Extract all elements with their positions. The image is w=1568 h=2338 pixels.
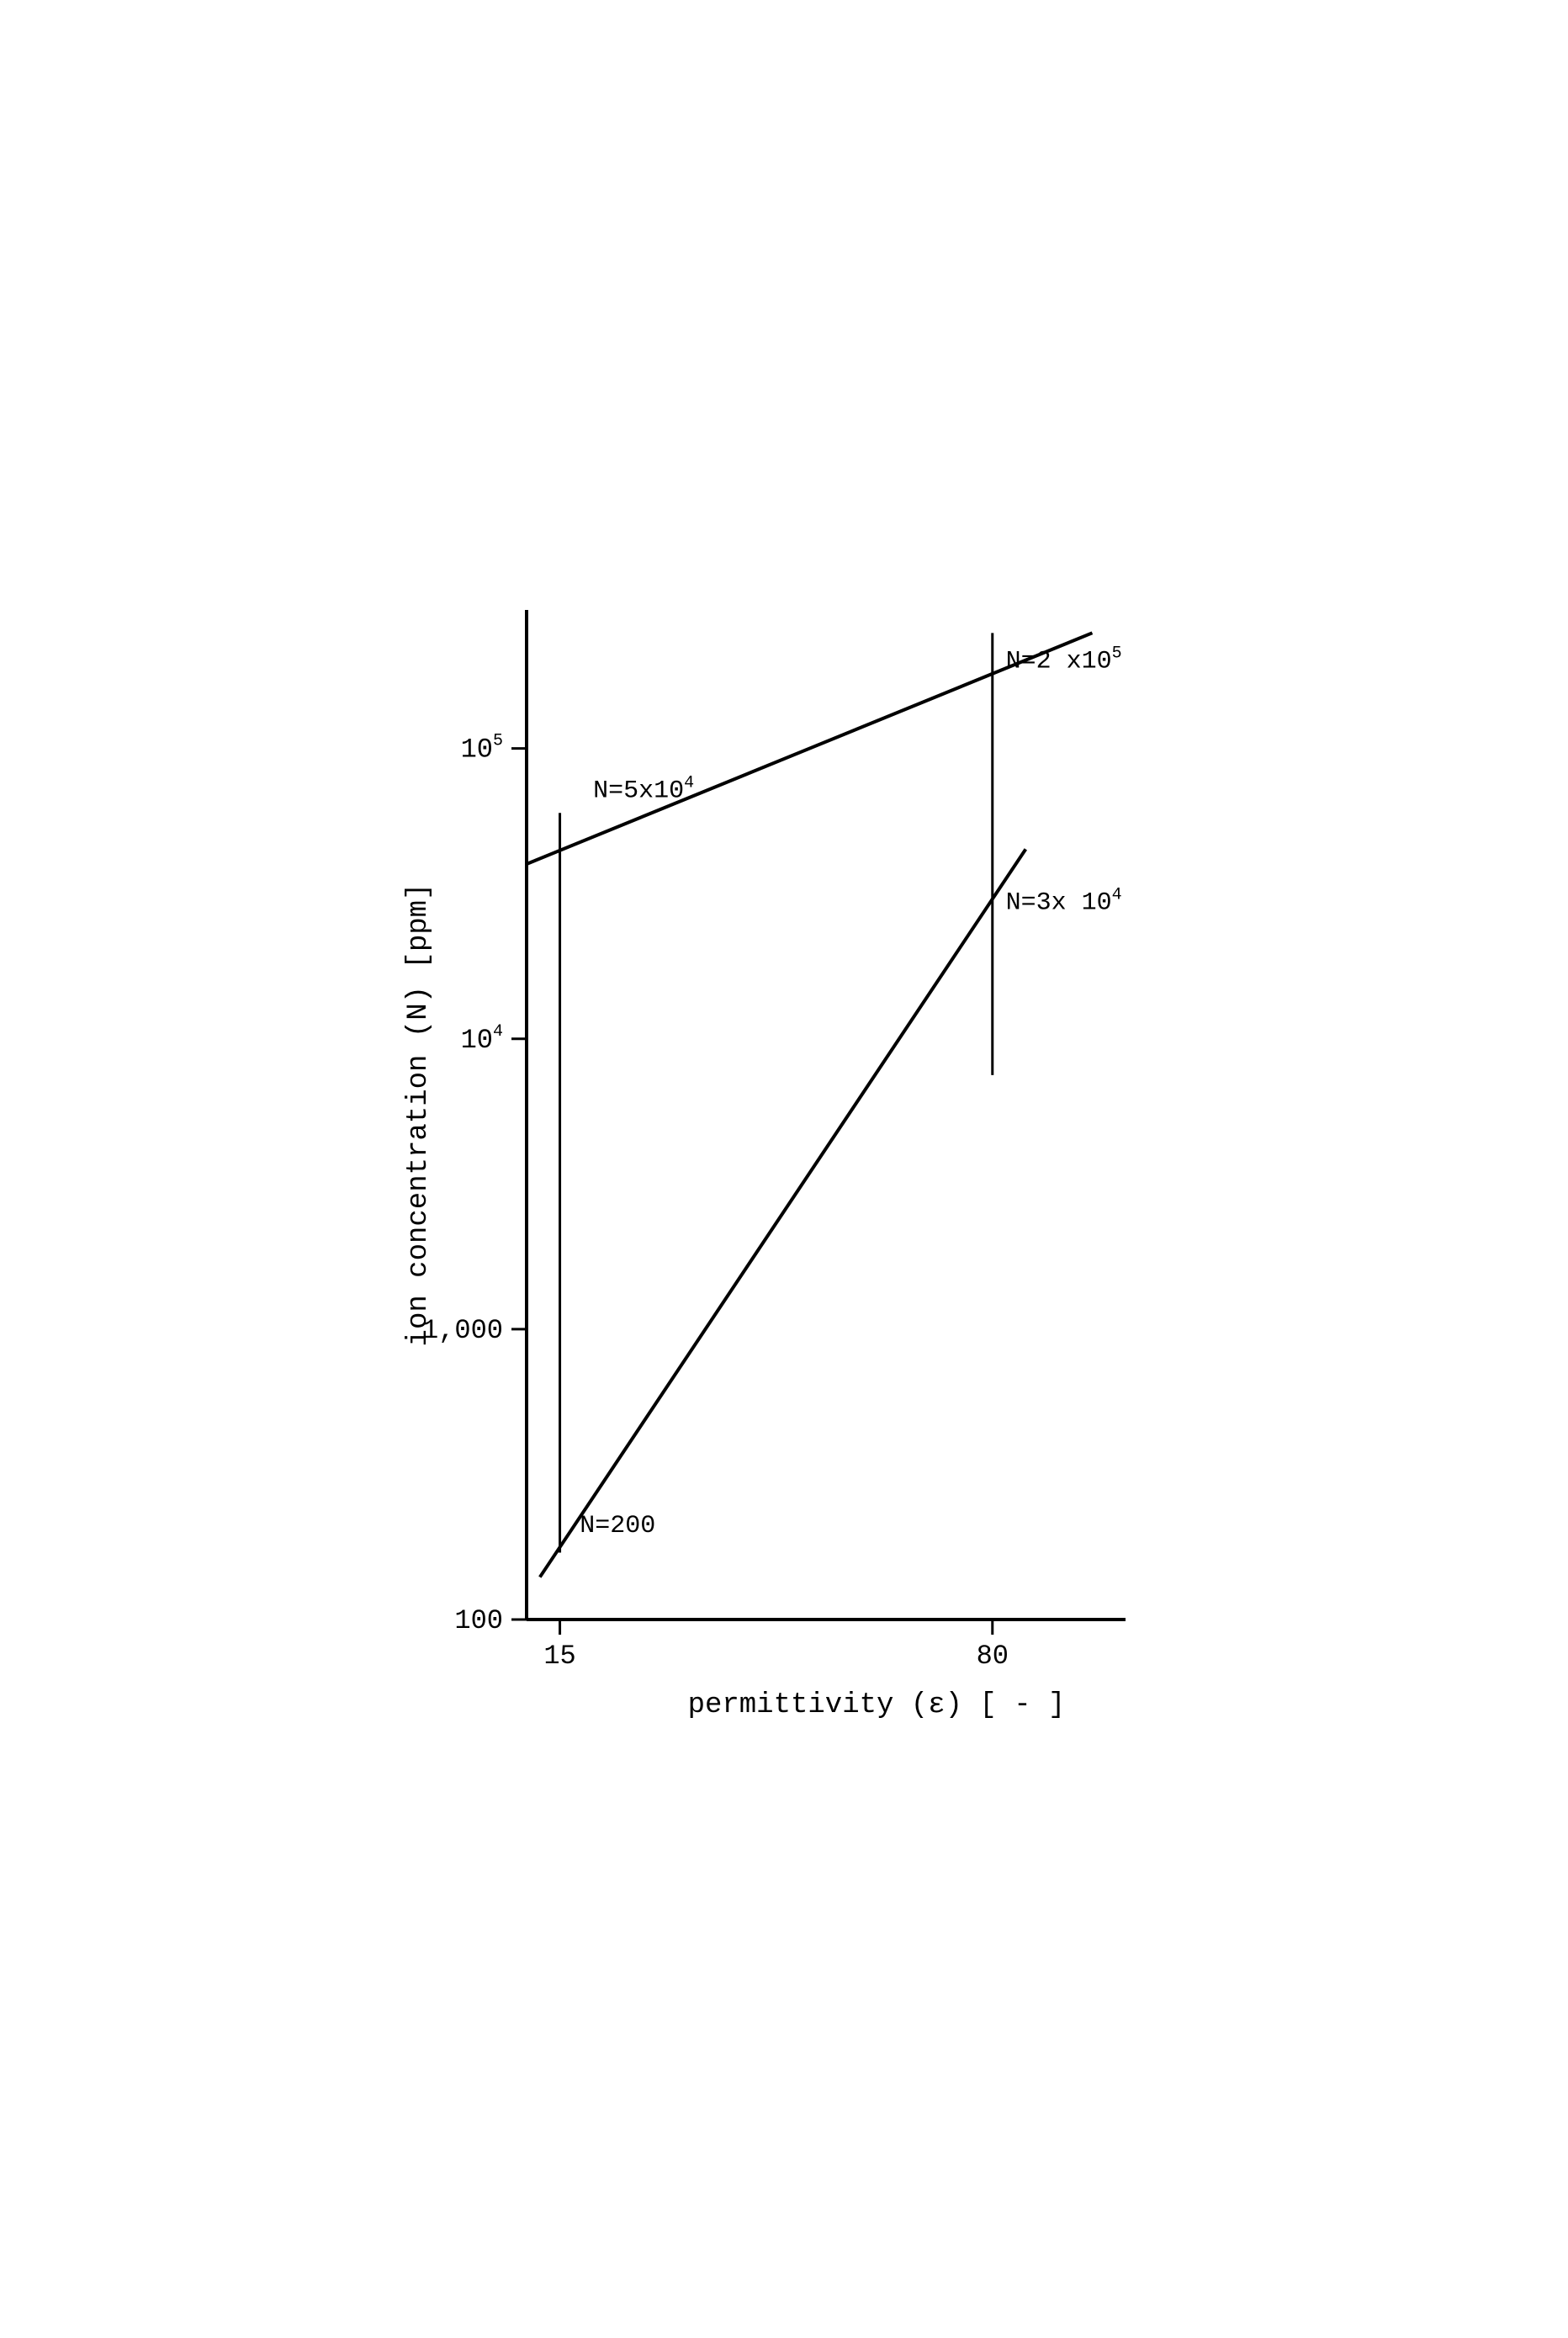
y-tick-label: 100 — [454, 1605, 503, 1636]
chart-svg: 1001,0001041051580N=5x104N=2 x105N=3x 10… — [392, 585, 1176, 1754]
y-tick-label: 104 — [461, 1021, 503, 1055]
annotation-label: N=3x 104 — [1006, 885, 1122, 917]
x-axis-label: permittivity (ε) [ - ] — [688, 1689, 1066, 1721]
x-tick-label: 15 — [543, 1641, 575, 1672]
annotation-label: N=5x104 — [593, 773, 694, 805]
chart-container: 1001,0001041051580N=5x104N=2 x105N=3x 10… — [392, 585, 1176, 1754]
annotation-label: N=2 x105 — [1006, 644, 1122, 676]
series-lower_line — [540, 849, 1026, 1577]
x-tick-label: 80 — [977, 1641, 1009, 1672]
annotation-label: N=200 — [580, 1512, 655, 1540]
y-tick-label: 105 — [461, 731, 503, 765]
y-axis-label: ion concentration (N) [ppm] — [403, 883, 435, 1346]
